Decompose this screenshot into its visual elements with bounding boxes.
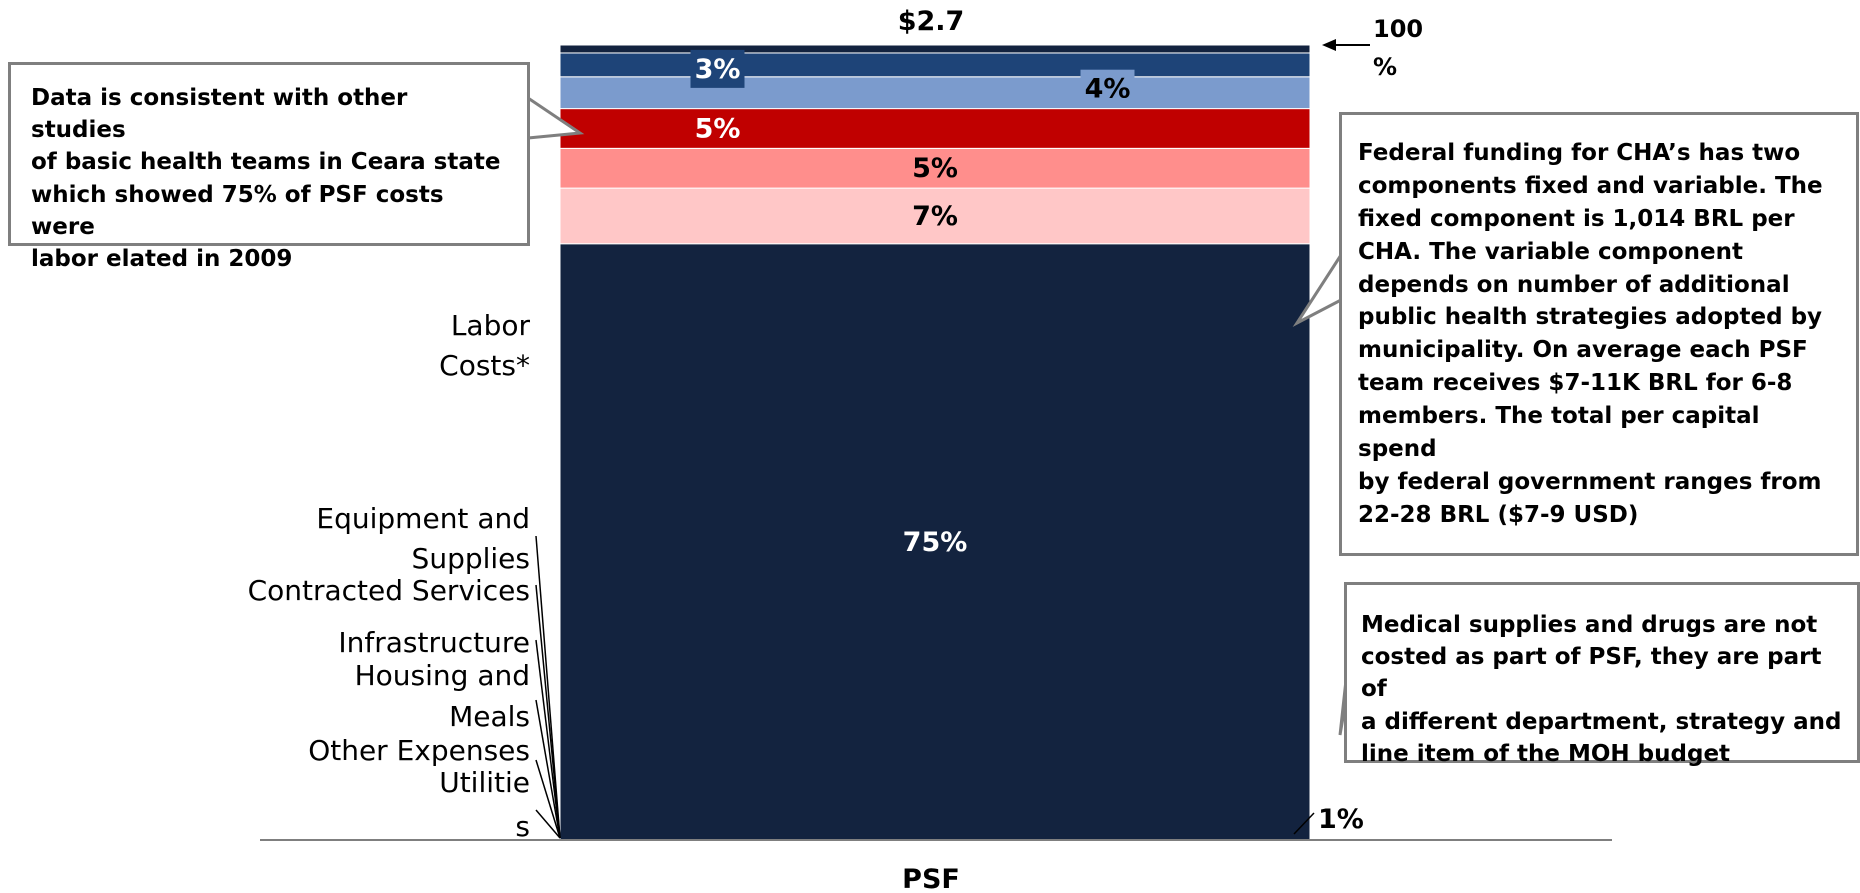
- segment-value-label: 75%: [903, 527, 968, 558]
- leader-lines: [535, 535, 561, 839]
- callout-text-line: depends on number of additional: [1358, 271, 1790, 298]
- callout-federal-funding: Federal funding for CHA’s has two compone…: [1339, 112, 1859, 556]
- leader-line: [535, 809, 561, 839]
- category-label: Equipment and: [316, 502, 530, 535]
- callout-text-line: CHA. The variable component: [1358, 238, 1743, 265]
- bar-segment: [559, 52, 1311, 78]
- callout-text-line: Medical supplies and drugs are not: [1361, 612, 1818, 638]
- callout-text-line: components fixed and variable. The: [1358, 172, 1823, 199]
- x-axis-label: PSF: [902, 864, 960, 893]
- bar-segment: [559, 187, 1311, 245]
- category-label: Infrastructure: [338, 626, 530, 659]
- callout-medical-supplies: Medical supplies and drugs are not costed…: [1344, 582, 1860, 767]
- leader-line: [535, 699, 561, 839]
- bar-segment: [559, 108, 1311, 149]
- callout-text-line: which showed 75% of PSF costs were: [31, 181, 444, 240]
- segment-label-background: [690, 49, 745, 88]
- callout-text-line: line item of the MOH budget: [1361, 740, 1731, 767]
- leader-line: [535, 535, 561, 839]
- leader-line: [535, 759, 561, 839]
- category-label: Supplies: [412, 542, 530, 575]
- segment-value-label: 5%: [912, 153, 958, 184]
- category-label: Other Expenses: [308, 734, 530, 767]
- callout-text-line: of basic health teams in Ceara state: [31, 149, 501, 176]
- category-labels: Labor Costs* Equipment and SuppliesContract…: [248, 309, 531, 843]
- callout-text-line: municipality. On average each PSF: [1358, 337, 1808, 364]
- top-marker-text-line1: 100: [1373, 15, 1423, 43]
- category-label: Contracted Services: [248, 574, 530, 607]
- top-marker-arrowhead: [1322, 39, 1336, 51]
- segment-value-label: 7%: [912, 201, 958, 232]
- callout-pointers: [527, 96, 1348, 736]
- segment-label-background: [1080, 69, 1135, 108]
- bar-segment: [559, 243, 1311, 841]
- segment-value-label: 5%: [695, 113, 741, 144]
- callout-text-line: costed as part of PSF, they are part of: [1361, 644, 1822, 703]
- category-label: Costs*: [439, 349, 530, 382]
- callout-text-line: Data is consistent with other studies: [31, 85, 408, 144]
- callout-text-line: team receives $7-11K BRL for 6-8: [1358, 370, 1793, 397]
- category-label: Housing and: [355, 659, 530, 692]
- leader-line: [535, 584, 561, 839]
- utilities-value-label: 1%: [1318, 804, 1364, 835]
- callout-text-line: by federal government ranges from: [1358, 468, 1822, 495]
- category-label: Labor: [451, 309, 531, 342]
- callout-text-line: Federal funding for CHA’s has two: [1358, 140, 1801, 166]
- callout-right-top-pointer: [1292, 254, 1343, 327]
- leader-line: [535, 639, 561, 839]
- category-label: Meals: [449, 700, 530, 733]
- segment-labels: 75% 7% 5% 5% 4% 3%: [690, 49, 1135, 558]
- callout-text-line: fixed component is 1,014 BRL per: [1358, 205, 1795, 232]
- category-label: Utilitie: [439, 766, 530, 799]
- callout-text-line: labor elated in 2009: [31, 245, 293, 272]
- segment-value-label: 4%: [1085, 74, 1131, 105]
- top-marker-text-line2: %: [1373, 53, 1397, 81]
- total-label: $2.7: [898, 6, 965, 37]
- callout-text-line: 22-28 BRL ($7-9 USD): [1358, 501, 1639, 528]
- bar-segment: [559, 76, 1311, 110]
- segment-value-label: 3%: [695, 54, 741, 85]
- utilities-leader-line: [1293, 812, 1315, 835]
- callout-left: Data is consistent with other studies of …: [8, 62, 530, 272]
- callout-text-line: members. The total per capital spend: [1358, 403, 1760, 462]
- category-label: s: [515, 810, 530, 843]
- top-marker: 100 %: [1322, 15, 1423, 81]
- callout-left-pointer: [527, 96, 585, 140]
- bar-segment: [559, 44, 1311, 54]
- callout-text-line: a different department, strategy and: [1361, 708, 1842, 735]
- callout-text-line: public health strategies adopted by: [1358, 304, 1823, 331]
- bar-segments: [559, 44, 1311, 841]
